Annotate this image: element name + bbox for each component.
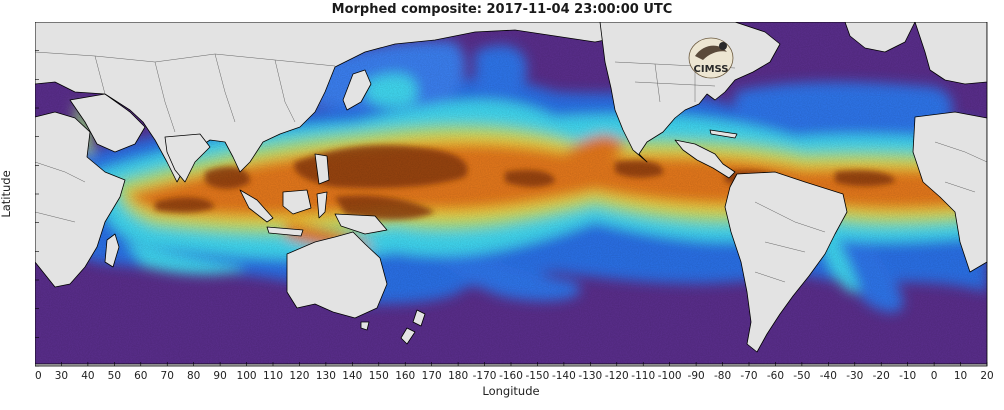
map-area: CIMSS xyxy=(35,22,987,366)
new-guinea-landmass xyxy=(334,213,388,235)
y-axis-title: Latitude xyxy=(0,170,13,217)
x-tick-label: 100 xyxy=(237,370,257,382)
x-tick-label: 90 xyxy=(213,370,226,382)
australia-landmass xyxy=(286,231,388,319)
x-axis: 2030405060708090100110120130140150160170… xyxy=(35,362,994,382)
x-tick-label: -120 xyxy=(605,370,629,382)
x-tick-label: -10 xyxy=(899,370,916,382)
x-tick-label: 0 xyxy=(931,370,938,382)
x-axis-title: Longitude xyxy=(482,384,539,398)
tasmania-landmass xyxy=(360,321,370,331)
new-zealand-landmass xyxy=(412,309,426,327)
sumatra-landmass xyxy=(239,189,274,223)
x-tick-label: 110 xyxy=(263,370,283,382)
x-tick-label: 40 xyxy=(81,370,94,382)
cuba-landmass xyxy=(709,129,738,139)
continents xyxy=(35,22,987,366)
y-axis: 6050403020100-10-20-30-40-50-60 xyxy=(35,22,39,367)
x-tick-label: -70 xyxy=(740,370,757,382)
x-tick-label: -80 xyxy=(714,370,731,382)
x-tick-label: 20 xyxy=(980,370,993,382)
x-tick-label: 160 xyxy=(395,370,415,382)
arabia-landmass xyxy=(69,93,146,153)
figure-title: Morphed composite: 2017-11-04 23:00:00 U… xyxy=(331,2,673,17)
x-tick-label: -20 xyxy=(873,370,890,382)
map-plot: CIMSS 6050403020100-10-20-30-40-50-60 20… xyxy=(35,22,994,398)
x-tick-label: -170 xyxy=(473,370,497,382)
west-africa-landmass xyxy=(912,111,987,273)
south-america-landmass xyxy=(724,171,848,353)
europe-landmass xyxy=(914,22,987,85)
x-tick-label: 50 xyxy=(108,370,121,382)
x-tick-label: 120 xyxy=(289,370,309,382)
x-tick-label: -150 xyxy=(526,370,550,382)
x-tick-label: 130 xyxy=(316,370,336,382)
x-tick-label: 180 xyxy=(448,370,468,382)
x-tick-label: -100 xyxy=(658,370,682,382)
borneo-landmass xyxy=(282,189,312,215)
philippines-landmass xyxy=(314,153,330,185)
x-tick-label: -90 xyxy=(688,370,705,382)
madagascar-landmass xyxy=(104,233,120,268)
cimss-logo: CIMSS xyxy=(688,37,734,79)
x-tick-label: 60 xyxy=(134,370,147,382)
new-zealand-south-landmass xyxy=(400,327,416,345)
x-tick-label: -130 xyxy=(578,370,602,382)
x-tick-label: -160 xyxy=(499,370,523,382)
x-tick-label: 70 xyxy=(161,370,174,382)
x-tick-label: 170 xyxy=(422,370,442,382)
x-tick-label: -60 xyxy=(767,370,784,382)
x-tick-label: 80 xyxy=(187,370,200,382)
java-landmass xyxy=(266,226,304,237)
japan-landmass xyxy=(342,69,372,111)
cimss-logo-text: CIMSS xyxy=(694,64,729,75)
x-tick-label: -30 xyxy=(846,370,863,382)
x-tick-label: 10 xyxy=(954,370,967,382)
x-tick-label: 140 xyxy=(342,370,362,382)
y-axis-title-wrap: Latitude xyxy=(0,170,13,217)
africa-landmass xyxy=(35,111,126,288)
north-america-landmass xyxy=(599,22,781,163)
x-tick-label: 150 xyxy=(369,370,389,382)
greenland-landmass xyxy=(844,22,916,53)
central-america-landmass xyxy=(674,139,736,179)
sulawesi-landmass xyxy=(316,191,328,219)
x-tick-label: -50 xyxy=(793,370,810,382)
india-landmass xyxy=(164,133,211,183)
x-tick-label: -110 xyxy=(631,370,655,382)
x-tick-label: -140 xyxy=(552,370,576,382)
x-tick-label: 20 xyxy=(35,370,42,382)
x-tick-label: 30 xyxy=(55,370,68,382)
x-tick-label: -40 xyxy=(820,370,837,382)
